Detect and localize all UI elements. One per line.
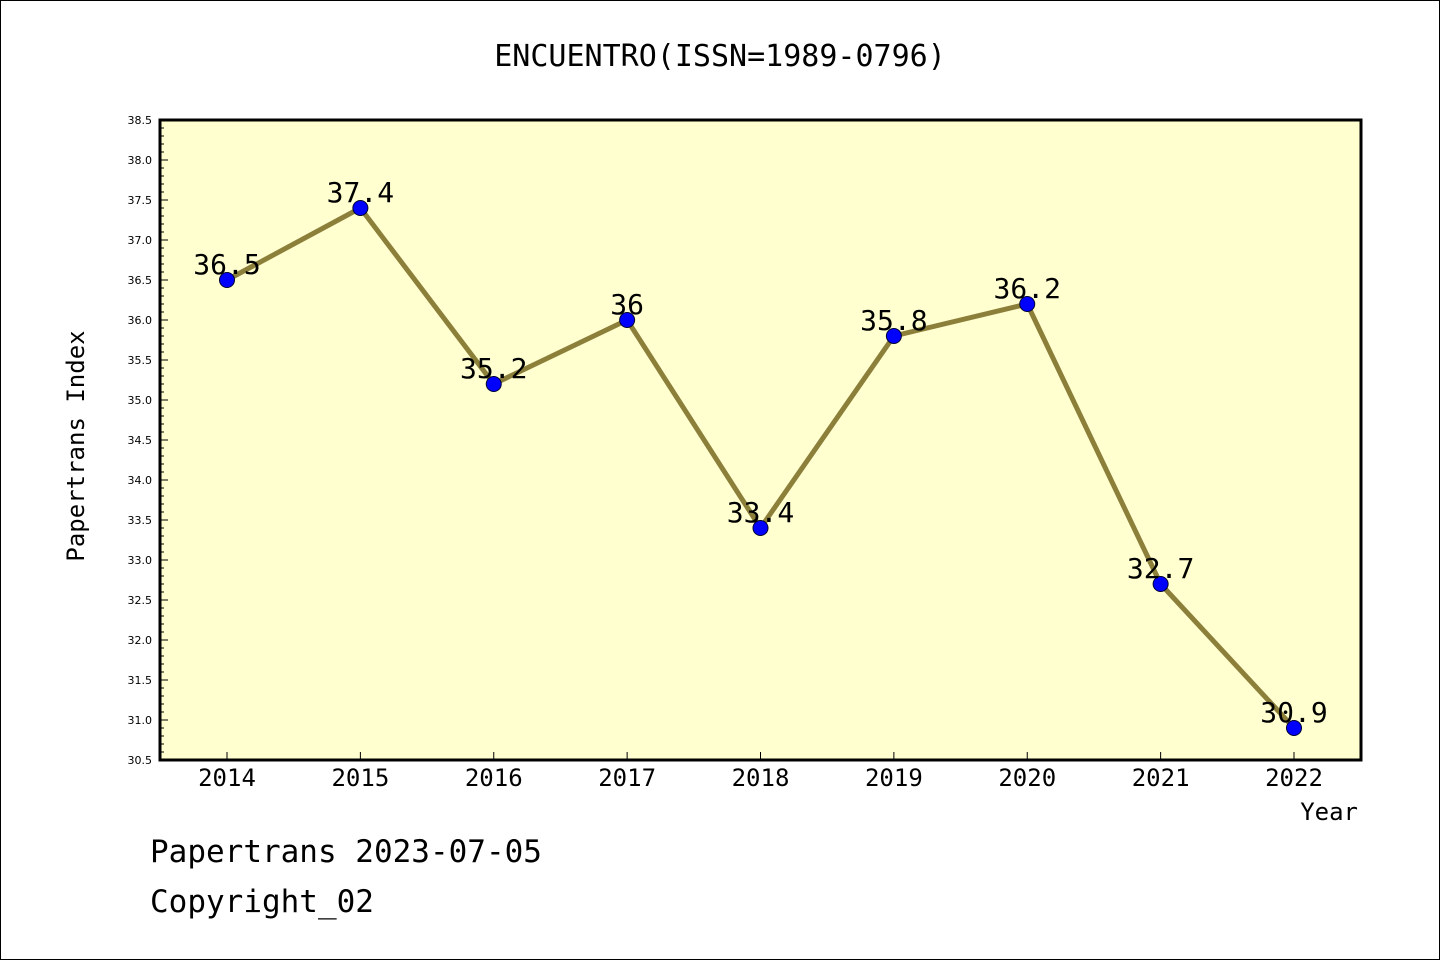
footer-copyright: Copyright_02	[150, 884, 374, 920]
data-label: 33.4	[727, 496, 794, 529]
y-tick-label: 34.0	[128, 474, 153, 487]
data-label: 36.2	[994, 272, 1061, 305]
data-point	[219, 272, 235, 288]
data-label: 36	[610, 288, 644, 321]
x-tick-label: 2018	[732, 764, 790, 792]
y-tick-label: 35.0	[128, 394, 153, 407]
data-label: 30.9	[1260, 696, 1327, 729]
x-tick-label: 2016	[465, 764, 523, 792]
data-point	[485, 376, 502, 392]
y-tick-label: 36.5	[128, 274, 153, 287]
x-tick-label: 2022	[1265, 764, 1323, 792]
x-tick-label: 2019	[865, 764, 923, 792]
y-tick-label: 34.5	[128, 434, 153, 447]
y-tick-label: 38.5	[128, 114, 153, 127]
data-point	[1019, 296, 1036, 312]
footer-date: Papertrans 2023-07-05	[150, 834, 542, 870]
plot-area	[158, 118, 1363, 762]
x-tick-label: 2015	[331, 764, 389, 792]
y-tick-label: 32.0	[128, 634, 153, 647]
y-tick-label: 31.5	[128, 674, 153, 687]
data-point	[619, 312, 636, 328]
data-point	[885, 328, 902, 344]
data-label: 35.8	[860, 304, 927, 337]
y-tick-label: 37.0	[128, 234, 153, 247]
y-tick-label: 30.5	[128, 754, 153, 767]
y-tick-label: 32.5	[128, 594, 153, 607]
data-point	[1286, 720, 1302, 736]
data-label: 37.4	[327, 176, 394, 209]
y-tick-label: 35.5	[128, 354, 153, 367]
x-tick-label: 2017	[598, 764, 656, 792]
x-axis-label: Year	[1300, 798, 1358, 826]
x-tick-label: 2021	[1132, 764, 1190, 792]
y-tick-label: 31.0	[128, 714, 153, 727]
y-tick-label: 37.5	[128, 194, 153, 207]
data-label: 36.5	[193, 248, 260, 281]
x-tick-label: 2020	[998, 764, 1056, 792]
x-tick-label: 2014	[198, 764, 256, 792]
data-label: 32.7	[1127, 552, 1194, 585]
x-axis: 2014 2015 2016 2017 2018 2019 2020 2021 2022	[198, 752, 1323, 792]
y-axis: 30.5 31.0 31.5 32.0 32.5 33.0 33.5 34.0 34.5 35.0…	[128, 114, 168, 767]
y-tick-label: 33.5	[128, 514, 153, 527]
y-axis-label: Papertrans Index	[62, 330, 90, 561]
data-point	[352, 200, 369, 216]
y-tick-label: 38.0	[128, 154, 153, 167]
chart-title: ENCUENTRO(ISSN=1989-0796)	[494, 39, 946, 74]
series-layer: 36.5 37.4 35.2 36 33.4 35.8 36.2 32.7 30.9	[193, 176, 1328, 736]
data-point	[752, 520, 769, 536]
y-tick-label: 36.0	[128, 314, 153, 327]
data-point	[1152, 576, 1169, 592]
y-tick-label: 33.0	[128, 554, 153, 567]
data-label: 35.2	[460, 352, 527, 385]
